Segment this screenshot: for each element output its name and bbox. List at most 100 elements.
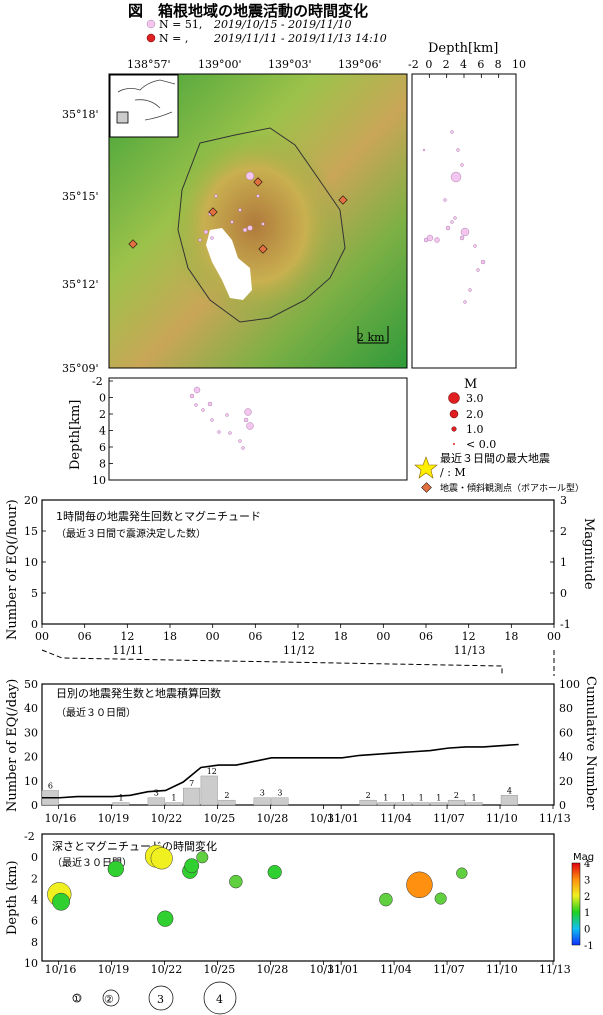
- panel1-xtick: 00: [206, 630, 220, 643]
- panel2-xtick: 10/19: [98, 812, 130, 825]
- daily-bar-label: 3: [260, 789, 265, 798]
- colorbar-tick: 2: [584, 892, 590, 903]
- depth-right-point: [456, 148, 460, 152]
- daily-bar-label: 3: [154, 789, 159, 798]
- mag-legend-item: 2.0: [466, 408, 484, 421]
- panel2-xtick: 10/31: [309, 812, 341, 825]
- panel2-y2tick: 80: [559, 702, 573, 715]
- panel2-ytick: 20: [24, 751, 38, 764]
- depth-bottom-point: [246, 422, 254, 430]
- panel3-ytick: 0: [31, 851, 38, 864]
- depth-right-point: [450, 220, 454, 224]
- panel1-y2tick: 0: [560, 587, 567, 600]
- depth-bottom-tick: 6: [99, 441, 106, 454]
- panel3-label-1: 深さとマグニチュードの時間変化: [52, 839, 217, 853]
- size-legend: ① ② 3 4: [72, 981, 237, 1015]
- size-legend-item: 4: [216, 993, 223, 1006]
- panel1-xtick: 00: [547, 630, 561, 643]
- panel1-y2tick: 3: [560, 494, 567, 507]
- depth-bottom-point: [189, 393, 195, 399]
- depth-right-tick: 10: [512, 58, 526, 71]
- magnitude-legend: M 3.0 2.0 1.0 < 0.0 最近３日間の最大地震 / : M 地震・…: [414, 377, 584, 494]
- daily-bar-label: 2: [224, 791, 229, 800]
- depth-right-point: [453, 216, 457, 220]
- depth-time-point: [52, 892, 70, 911]
- depth-bottom-tick: 8: [99, 458, 106, 471]
- depth-right-point: [445, 225, 451, 231]
- panel2-xtick: 11/07: [433, 812, 465, 825]
- panel1-y2tick: -1: [560, 618, 571, 631]
- lon-tick: 139°06': [338, 58, 382, 71]
- panel1-date: 11/11: [112, 644, 144, 657]
- depth-right-point: [450, 130, 454, 134]
- depth-bottom-tick: -2: [92, 375, 103, 388]
- station-marker: [338, 195, 348, 205]
- depth-right-point: [468, 288, 472, 292]
- panel3-ytick: 8: [31, 936, 38, 949]
- colorbar: Mag 4 3 2 1 0 -1: [571, 852, 594, 952]
- panel3-xtick: 11/04: [380, 963, 412, 976]
- station-marker: [258, 244, 268, 254]
- panel2-y2tick: 20: [559, 775, 573, 788]
- depth-right-point: [459, 235, 465, 241]
- depth-panel-right: Depth[km] -2 0 2 4 6 8 10: [408, 41, 526, 369]
- panel1-label-2: （最近３日間で震源決定した数）: [56, 527, 206, 540]
- epicenter-point: [210, 236, 214, 240]
- panel1-y2tick: 1: [560, 556, 567, 569]
- daily-bar: [218, 799, 236, 806]
- daily-bar-label: 1: [171, 794, 176, 803]
- lat-tick: 35°15': [62, 190, 99, 203]
- hourly-panel: 1時間毎の地震発生回数とマグニチュード （最近３日間で震源決定した数） Numb…: [5, 494, 596, 657]
- panel3-ytick: 4: [31, 894, 38, 907]
- panel2-xtick: 11/04: [380, 812, 412, 825]
- depth-time-point: [456, 867, 468, 879]
- panel3-xtick: 10/25: [204, 963, 236, 976]
- caldera-rim: [177, 127, 346, 323]
- panel2-y2tick: 0: [559, 799, 566, 812]
- panel1-ytick: 0: [31, 618, 38, 631]
- daily-bar-label: 1: [472, 794, 477, 803]
- panel3-xtick: 11/07: [433, 963, 465, 976]
- depth-right-point: [434, 237, 440, 243]
- mag-legend-item: 3.0: [466, 392, 484, 405]
- legend-pink-period: 2019/10/15 - 2019/11/10: [213, 18, 352, 31]
- depth-bottom-point: [201, 408, 205, 412]
- panel2-y2label: Cumulative Number: [583, 676, 598, 811]
- depth-right-point: [443, 198, 447, 202]
- depth-time-point: [379, 892, 393, 907]
- panel1-xtick: 18: [504, 630, 518, 643]
- mag-legend-item: 1.0: [466, 423, 484, 436]
- daily-bar-label: 1: [436, 794, 441, 803]
- depth-bottom-point: [238, 439, 242, 443]
- station-marker: [128, 239, 138, 249]
- daily-bar: [112, 802, 130, 806]
- legend-pink-count: N = 51,: [159, 18, 202, 31]
- star-icon: [414, 456, 438, 479]
- epicenter-point: [245, 171, 255, 181]
- panel2-xtick: 10/25: [204, 812, 236, 825]
- daily-bar-label: 1: [383, 794, 388, 803]
- daily-bar: [183, 787, 201, 806]
- daily-bar: [394, 802, 412, 806]
- panel3-xtick: 11/13: [539, 963, 571, 976]
- panel1-date: 11/12: [283, 644, 315, 657]
- legend-pink-marker: [146, 19, 156, 29]
- panel1-xtick: 12: [462, 630, 476, 643]
- depth-time-point: [157, 910, 174, 927]
- depth-bottom-tick: 2: [99, 408, 106, 421]
- mag-legend-item: < 0.0: [466, 438, 496, 451]
- station-icon: [421, 482, 432, 493]
- daily-bar: [271, 797, 289, 806]
- colorbar-tick: 3: [584, 875, 590, 886]
- panel2-xtick: 11/01: [327, 812, 359, 825]
- depth-time-point: [107, 860, 124, 878]
- lat-tick: 35°09': [62, 362, 99, 375]
- daily-bar: [359, 799, 377, 806]
- depth-time-panel: 深さとマグニチュードの時間変化 （最近３０日間） Depth (km) -202…: [5, 830, 594, 1015]
- depth-bottom-point: [225, 413, 229, 417]
- depth-right-tick: 2: [443, 58, 450, 71]
- lake-ashi: [206, 228, 252, 300]
- depth-right-point: [460, 227, 470, 237]
- lat-tick: 35°12': [62, 278, 99, 291]
- daily-bar: [200, 775, 218, 806]
